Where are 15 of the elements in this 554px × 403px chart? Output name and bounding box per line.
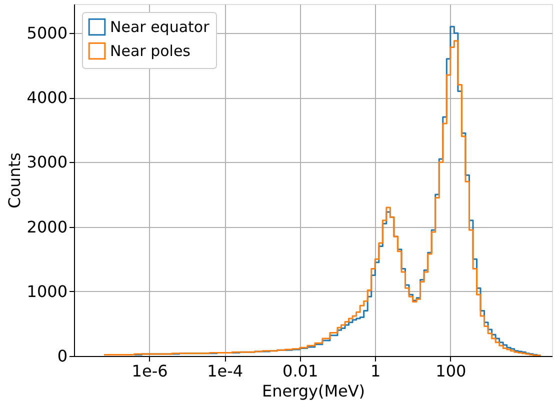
y-tick-label: 2000 [26,217,68,236]
legend-label: Near equator [110,18,210,36]
legend-label: Near poles [110,42,191,60]
y-tick-label: 4000 [26,88,68,108]
x-tick-label: 0.01 [282,362,318,380]
y-tick-label: 3000 [26,152,68,172]
x-tick-label: 100 [436,362,466,380]
x-axis-title: Energy(MeV) [262,382,366,400]
x-tick-label: 1 [370,362,381,380]
y-tick-label: 5000 [26,24,68,43]
x-tick-label: 1e-6 [132,362,168,380]
y-axis-title: Counts [4,152,24,208]
y-tick-label: 1000 [26,282,68,301]
x-tick-label: 1e-4 [207,362,244,380]
y-tick-label: 0 [57,346,68,366]
